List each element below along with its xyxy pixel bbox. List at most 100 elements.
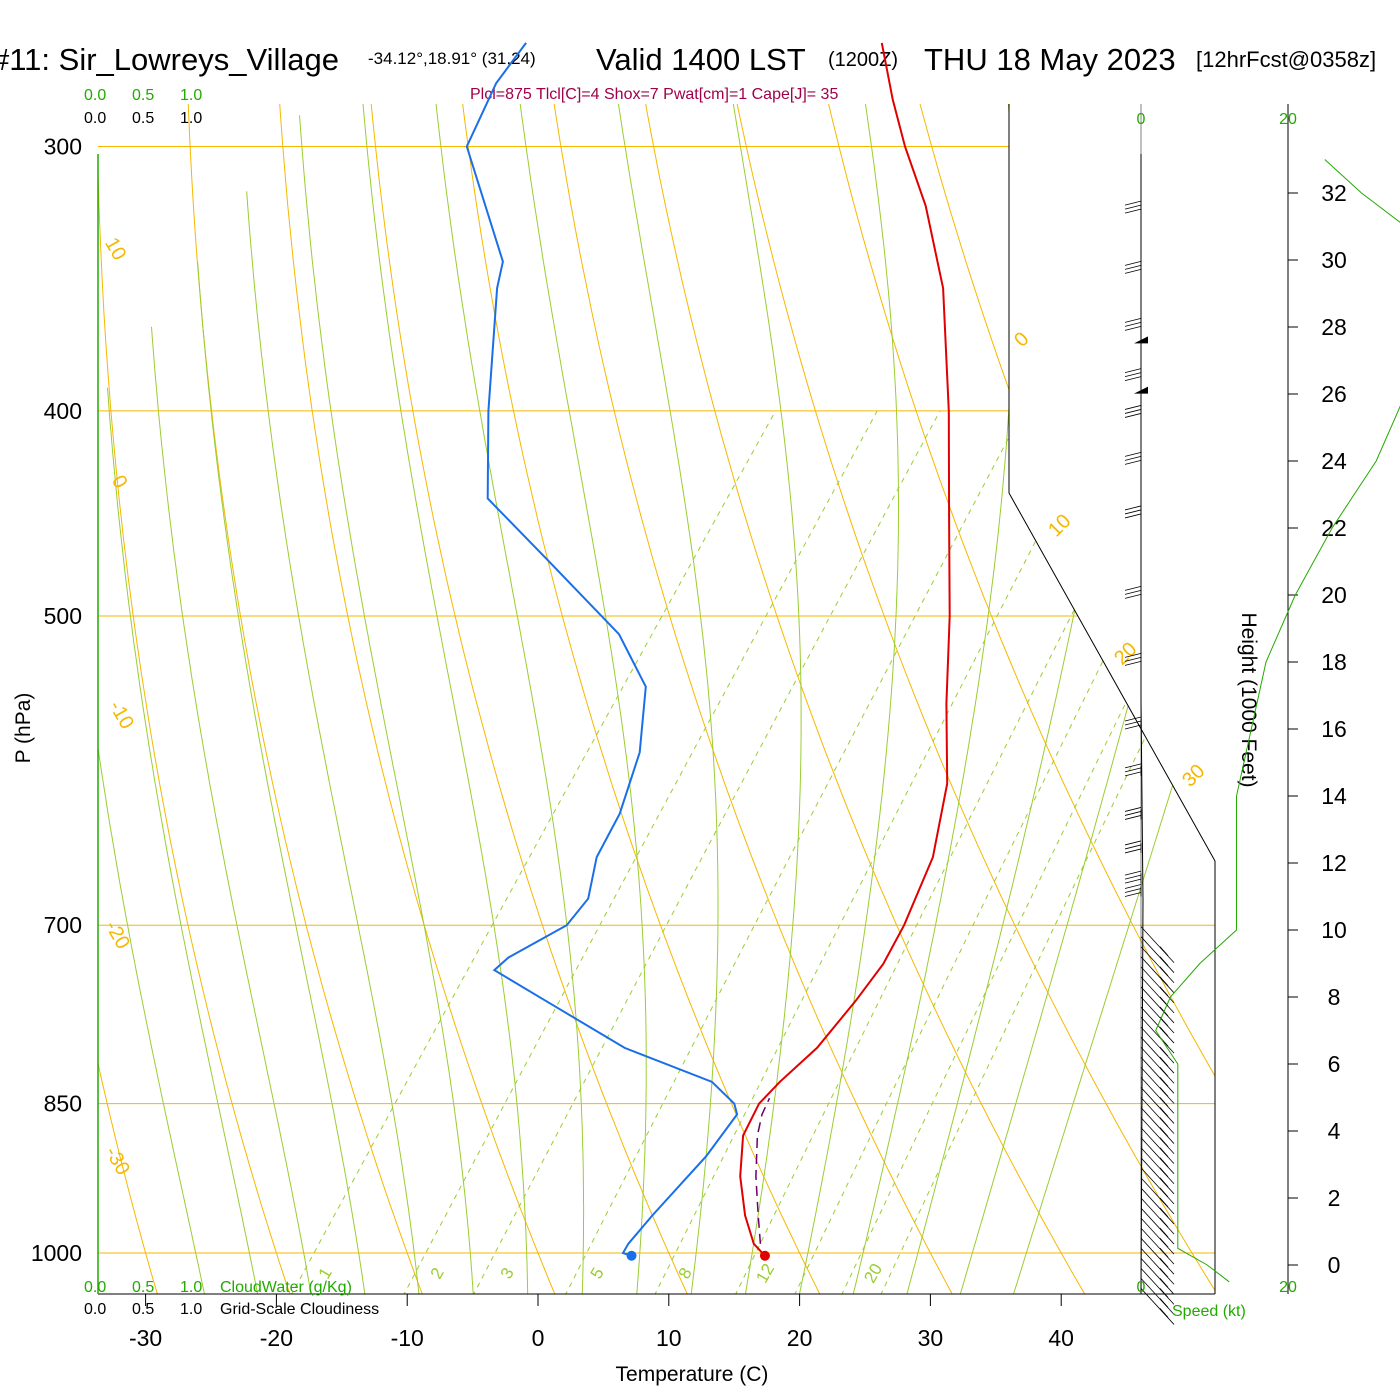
temperature-line: [739, 42, 951, 1257]
mixing-ratio-line: [266, 410, 777, 1294]
wind-barb-stem: [1140, 154, 1144, 1295]
temperature-tick-labels: -30 -20 -10 0 10 20 30 40: [129, 1294, 1074, 1351]
height-axis-label: Height (1000 Feet): [1237, 612, 1260, 787]
moist-adiabat: [946, 104, 1215, 1294]
temperature-tick-label: 30: [918, 1325, 944, 1351]
valid-time: Valid 1400 LST: [596, 42, 806, 77]
cloud-water-label: CloudWater (g/Kg): [220, 1279, 352, 1296]
cloud-water-top-tick: 1.0: [180, 87, 202, 104]
dry-adiabat-label: -30: [100, 1143, 134, 1179]
wind-barb: [1124, 840, 1142, 854]
dry-adiabat-label: 0: [1010, 328, 1033, 351]
wind-barb: [1140, 956, 1175, 994]
dewpoint-line: [465, 42, 739, 1257]
dry-adiabat: [358, 104, 710, 1294]
cloud-scale-labels: 0.0 0.0 0.0 0.0 0.5 0.5 0.5 0.5 1.0 1.0 1.0 1.0 Clou…: [84, 87, 379, 1318]
wind-speed-label: Speed (kt): [1172, 1303, 1246, 1320]
moist-adiabat: [107, 387, 267, 1294]
dry-adiabat: [532, 104, 979, 1294]
wind-barb: [1140, 1006, 1175, 1044]
height-tick-label: 26: [1321, 381, 1347, 407]
height-tick-label: 12: [1321, 850, 1347, 876]
moist-adiabat: [246, 191, 424, 1294]
pressure-tick-label: 700: [44, 912, 82, 938]
dry-adiabat: [619, 104, 1113, 1294]
cloud-water-top-tick: 0.5: [132, 87, 154, 104]
wind-barb: [1140, 1097, 1175, 1134]
isobar-lines: [98, 146, 1215, 1254]
moist-adiabat: [893, 104, 1153, 1294]
temperature-tick-label: -10: [391, 1325, 424, 1351]
moist-adiabat: [422, 104, 585, 1294]
wind-barbs: [1124, 154, 1175, 1325]
mixing-ratio-label: 20: [860, 1260, 886, 1286]
wind-barb: [1140, 986, 1175, 1024]
wind-barb: [1140, 1237, 1175, 1275]
temperature-tick-label: 10: [656, 1325, 682, 1351]
wind-barb: [1140, 1057, 1175, 1094]
wind-barb: [1140, 1107, 1175, 1144]
dry-adiabat: [0, 0, 37, 1341]
height-tick-label: 32: [1321, 180, 1347, 206]
wind-barb: [1140, 1268, 1175, 1305]
dry-adiabat: [98, 104, 307, 1294]
height-tick-label: 10: [1321, 917, 1347, 943]
mixing-ratio-line: [631, 410, 1104, 1294]
dry-adiabat: [1141, 104, 1215, 1294]
speed-top-tick: 20: [1279, 111, 1297, 128]
cloud-water-bottom-tick: 0.5: [132, 1279, 154, 1296]
station-coords: -34.12°,18.91° (31,24): [368, 49, 536, 68]
speed-bottom-tick: 0: [1137, 1279, 1146, 1296]
speed-top-tick: 0: [1137, 111, 1146, 128]
cloud-cover-top-tick: 0.5: [132, 110, 154, 127]
wind-barb: [1140, 1187, 1175, 1225]
wind-barb: [1140, 1157, 1175, 1195]
cloud-cover-top-tick: 1.0: [180, 110, 202, 127]
mixing-ratio-line: [449, 410, 941, 1294]
sounding-profiles: [465, 42, 951, 1261]
temperature-tick-label: 20: [787, 1325, 813, 1351]
wind-barb: [1124, 585, 1142, 599]
moist-adiabat: [841, 104, 1015, 1294]
cloud-cover-bottom-tick: 0.5: [132, 1301, 154, 1318]
moist-adiabat: [789, 104, 899, 1294]
wind-barb: [1140, 1227, 1175, 1265]
wind-speed-axis: 00202040406060: [1137, 111, 1400, 1296]
mixing-ratio-line: [772, 410, 1215, 1294]
mixing-ratio-line: [712, 410, 1176, 1294]
dry-adiabat: [98, 104, 172, 1294]
temperature-tick-label: 40: [1048, 1325, 1074, 1351]
wind-barb: [1140, 1067, 1175, 1104]
wind-barb: [1140, 1087, 1175, 1124]
pressure-tick-label: 850: [44, 1091, 82, 1117]
moist-adiabat: [151, 326, 320, 1294]
wind-barb: [1124, 716, 1142, 730]
height-tick-label: 2: [1328, 1185, 1341, 1211]
wind-barb: [1124, 317, 1142, 331]
pressure-tick-label: 400: [44, 398, 82, 424]
station-name: #11: Sir_Lowreys_Village: [0, 42, 339, 77]
wind-barb: [1124, 405, 1142, 418]
height-tick-label: 18: [1321, 649, 1347, 675]
wind-barb: [1124, 451, 1142, 465]
forecast-date: THU 18 May 2023: [924, 42, 1176, 77]
pressure-tick-label: 500: [44, 603, 82, 629]
height-tick-label: 28: [1321, 314, 1347, 340]
dry-adiabat: [793, 104, 1215, 1294]
height-tick-label: 0: [1328, 1252, 1341, 1278]
moist-adiabat: [358, 104, 529, 1294]
cloud-water-bottom-tick: 1.0: [180, 1279, 202, 1296]
moist-adiabat: [98, 455, 215, 1294]
wind-barb: [1140, 1077, 1175, 1114]
wind-barb: [1140, 1137, 1175, 1174]
mixing-ratio-line: [541, 410, 1024, 1294]
wind-barb: [1124, 884, 1142, 897]
height-tick-label: 30: [1321, 247, 1347, 273]
wind-barb: [1124, 200, 1142, 214]
stability-indices: Plcl=875 Tlcl[C]=4 Shox=7 Pwat[cm]=1 Cap…: [470, 86, 838, 103]
dry-adiabat: [184, 104, 441, 1294]
temperature-tick-label: -30: [129, 1325, 162, 1351]
height-tick-label: 8: [1328, 984, 1341, 1010]
